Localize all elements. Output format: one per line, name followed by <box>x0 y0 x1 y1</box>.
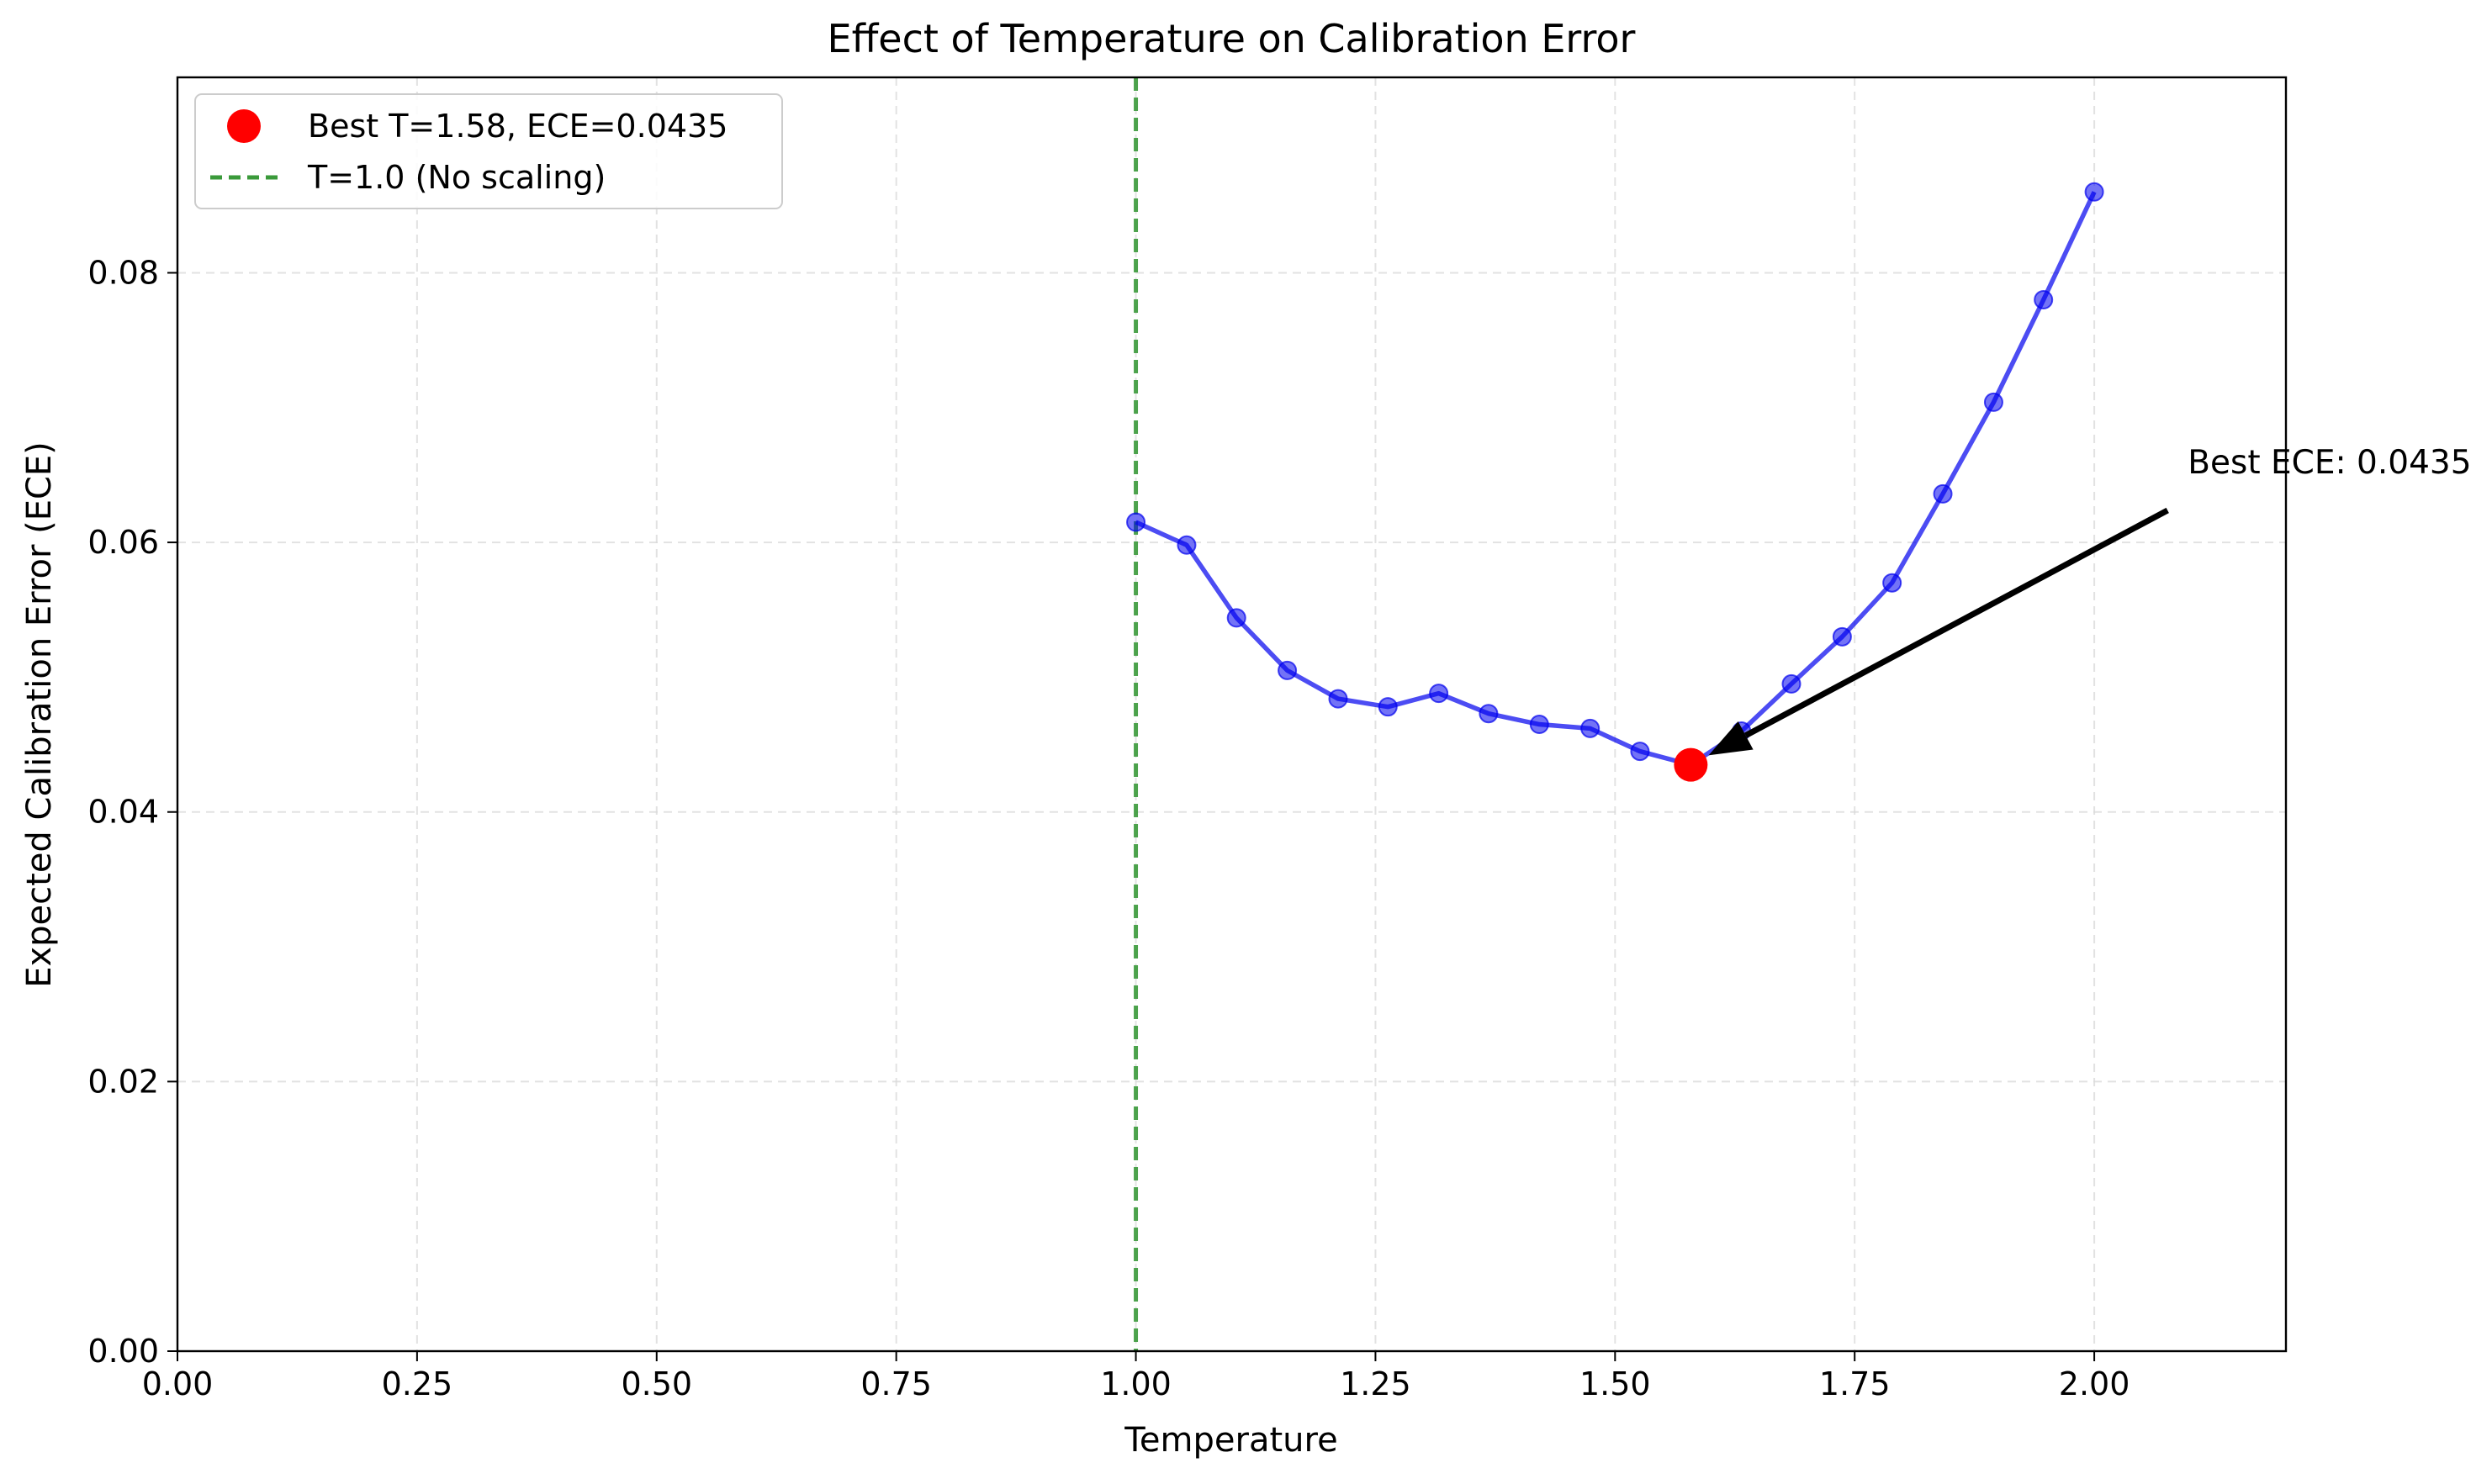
data-point <box>1529 715 1549 735</box>
best-point-marker <box>1674 747 1708 782</box>
x-axis-label: Temperature <box>1124 1421 1337 1460</box>
data-point <box>1580 718 1600 738</box>
legend-best-marker <box>227 109 261 143</box>
legend-box <box>194 93 783 209</box>
data-point <box>1177 535 1197 555</box>
data-point <box>1126 512 1146 532</box>
data-point <box>1226 608 1246 628</box>
x-tick-label: 2.00 <box>2059 1365 2130 1402</box>
y-tick-label: 0.00 <box>87 1333 159 1370</box>
x-tick-label: 0.25 <box>382 1365 453 1402</box>
y-tick-label: 0.06 <box>87 524 159 561</box>
data-point <box>2084 182 2104 202</box>
data-point <box>1933 483 1953 504</box>
legend: Best T=1.58, ECE=0.0435 T=1.0 (No scalin… <box>194 93 783 209</box>
x-tick-label: 1.50 <box>1579 1365 1651 1402</box>
x-tick-label: 0.50 <box>621 1365 692 1402</box>
legend-best-label: Best T=1.58, ECE=0.0435 <box>308 108 727 145</box>
data-point <box>1278 660 1298 680</box>
y-tick-label: 0.02 <box>87 1063 159 1100</box>
best-point-layer <box>1674 747 1708 782</box>
y-tick-label: 0.04 <box>87 794 159 831</box>
plot-area-frame <box>176 76 2288 1353</box>
annotation-arrow-shaft <box>1743 507 2169 738</box>
x-tick-label: 1.75 <box>1819 1365 1891 1402</box>
data-point <box>1882 573 1902 593</box>
x-tick-label: 1.00 <box>1100 1365 1172 1402</box>
annotation-text: Best ECE: 0.0435 <box>2188 444 2471 482</box>
annotation-layer: Best ECE: 0.0435 <box>1708 444 2472 756</box>
data-point <box>1479 704 1499 724</box>
data-point <box>2034 290 2054 310</box>
data-point <box>1983 392 2003 412</box>
x-tick-label: 1.25 <box>1340 1365 1411 1402</box>
series-line <box>1135 191 2097 768</box>
legend-refline-label: T=1.0 (No scaling) <box>307 159 606 196</box>
annotation-arrow-head <box>1708 721 1754 756</box>
x-tick-label: 0.75 <box>860 1365 932 1402</box>
data-point <box>1630 742 1650 762</box>
data-point <box>1781 673 1802 694</box>
chart-title: Effect of Temperature on Calibration Err… <box>828 16 1636 61</box>
data-point <box>1832 626 1852 647</box>
data-point <box>1429 684 1449 704</box>
axis-ticks: 0.00 0.25 0.50 0.75 1.00 1.25 1.50 1.75 2.00 0.00… <box>87 254 2130 1402</box>
data-point <box>1378 697 1398 717</box>
y-tick-label: 0.08 <box>87 254 159 291</box>
x-tick-label: 0.00 <box>142 1365 214 1402</box>
data-point <box>1328 689 1348 709</box>
y-axis-label: Expected Calibration Error (ECE) <box>20 441 59 988</box>
